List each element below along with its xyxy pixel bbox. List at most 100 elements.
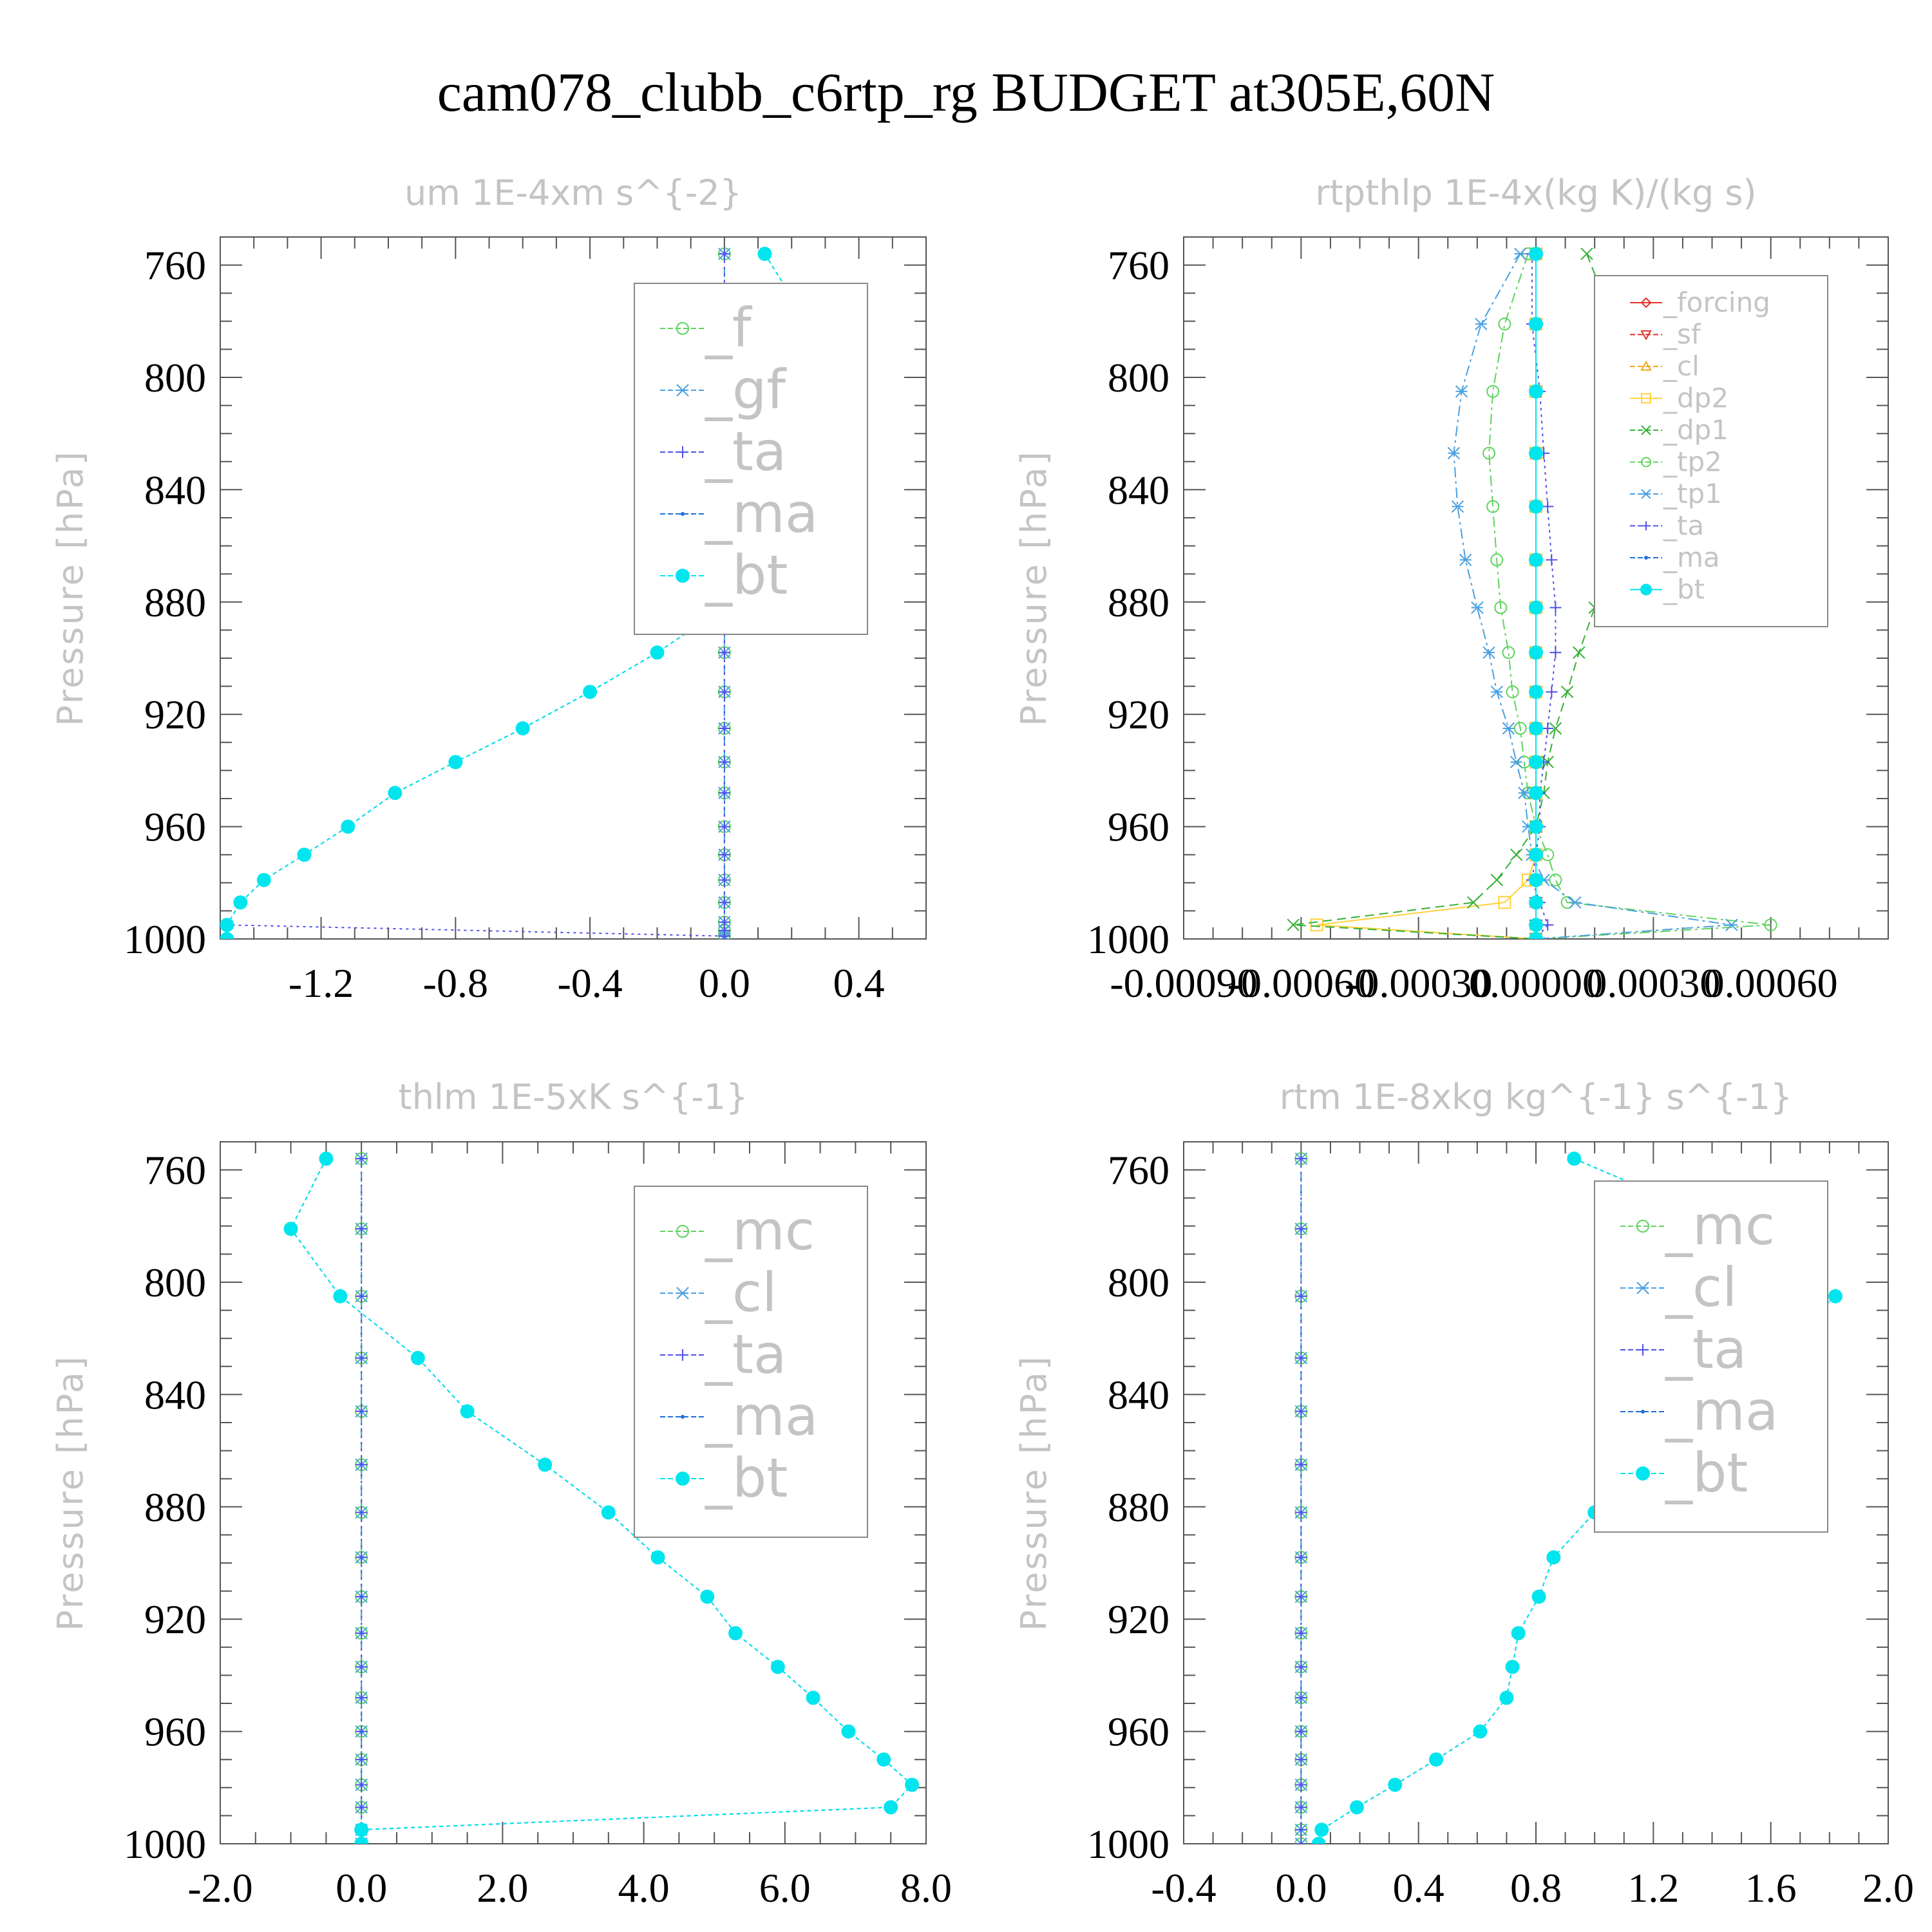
x-tick-label: 2.0	[1862, 1865, 1914, 1911]
y-tick-label: 960	[1108, 804, 1170, 850]
legend-entry: _mc	[1620, 1194, 1775, 1257]
y-tick-label: 760	[1108, 1148, 1170, 1193]
data-point	[1510, 755, 1523, 769]
legend-label: _dp1	[1663, 414, 1728, 446]
data-point	[1546, 554, 1558, 566]
data-point	[1546, 1550, 1561, 1565]
legend-entry: _ta	[660, 420, 786, 483]
panel-2: rtpthlp 1E-4x(kg K)/(kg s) Pressure [hPa]…	[1014, 173, 1889, 1006]
plot-frame	[220, 236, 927, 940]
series-line	[1318, 1158, 1837, 1844]
data-point	[1295, 1824, 1307, 1836]
series-line	[1488, 253, 1771, 939]
legend-marker	[1641, 425, 1651, 435]
legend-box	[634, 283, 868, 635]
legend-marker	[677, 446, 688, 458]
data-point	[1486, 384, 1500, 398]
legend-entry: _f	[660, 296, 753, 359]
legend-entry: _bt	[660, 1446, 788, 1510]
legend-label: _mc	[1665, 1194, 1775, 1257]
data-point	[1549, 647, 1562, 659]
data-point	[1447, 447, 1461, 460]
data-point	[1529, 317, 1543, 332]
data-point	[1511, 1626, 1526, 1640]
legend-entry: _bt	[660, 544, 788, 607]
legend-box	[634, 1186, 868, 1538]
data-point	[341, 819, 355, 834]
data-point	[355, 1801, 368, 1814]
y-axis-label: Pressure [hPa]	[50, 450, 91, 726]
panel-title: thlm 1E-5xK s^{-1}	[399, 1077, 748, 1117]
legend: _forcing_sf_cl_dp2_dp1_tp2_tp1_ta_ma_bt	[1594, 275, 1828, 627]
panel-3: thlm 1E-5xK s^{-1} Pressure [hPa] 760 800 84…	[50, 1077, 952, 1911]
data-point	[841, 1724, 856, 1739]
data-point	[718, 647, 730, 659]
data-point	[355, 1352, 368, 1364]
data-point	[1505, 1660, 1520, 1674]
legend-label: _tp1	[1663, 478, 1722, 509]
data-point	[297, 848, 312, 862]
data-point	[355, 1754, 368, 1766]
data-point	[905, 1777, 920, 1792]
data-point	[601, 1505, 616, 1520]
data-point	[256, 873, 271, 887]
data-point	[876, 1752, 891, 1767]
data-point	[1529, 600, 1543, 615]
data-point	[355, 1591, 368, 1603]
panel-title: um 1E-4xm s^{-2}	[404, 173, 742, 213]
data-point	[1490, 685, 1503, 699]
data-point	[1529, 932, 1543, 939]
data-point	[1529, 755, 1543, 770]
legend-label: _tp2	[1663, 446, 1722, 478]
data-point	[1482, 646, 1495, 659]
legend-label: _f	[705, 296, 753, 359]
x-tick-label: 8.0	[900, 1865, 952, 1911]
y-tick-label: 760	[1108, 243, 1170, 289]
y-tick-label: 800	[1108, 1260, 1170, 1305]
legend-entry: _mc	[660, 1199, 815, 1262]
data-point	[355, 1290, 368, 1302]
legend-entry: _ma	[1630, 542, 1720, 573]
data-point	[355, 1551, 368, 1564]
data-point	[1725, 918, 1738, 931]
legend-label: _bt	[1663, 574, 1705, 605]
data-point	[1573, 646, 1586, 659]
legend-entry: _cl	[1620, 1256, 1738, 1319]
y-tick-label: 960	[1108, 1709, 1170, 1755]
x-tick-label: 0.0	[336, 1865, 387, 1911]
data-point	[718, 933, 731, 939]
legend-marker	[1640, 583, 1652, 596]
legend-marker	[1642, 521, 1651, 531]
data-point	[354, 1837, 369, 1844]
y-tick-label: 920	[144, 1596, 206, 1642]
data-point	[1542, 919, 1554, 931]
x-tick-label: 4.0	[618, 1865, 670, 1911]
x-tick-label: 0.00060	[1704, 960, 1838, 1006]
y-tick-label: 840	[1108, 1372, 1170, 1417]
legend-label: _ta	[1663, 510, 1704, 542]
data-point	[355, 1725, 368, 1738]
legend-label: _ta	[1665, 1318, 1747, 1381]
y-tick-label: 880	[1108, 580, 1170, 625]
legend-entry: _cl	[1630, 350, 1700, 382]
legend-marker	[1641, 1410, 1645, 1414]
y-tick-label: 760	[144, 1148, 206, 1193]
legend-label: _cl	[1663, 350, 1700, 382]
data-point	[1529, 247, 1543, 261]
legend-marker	[1641, 393, 1651, 404]
data-point	[1295, 1551, 1307, 1564]
series-tp2	[1482, 247, 1777, 939]
data-point	[1531, 1589, 1546, 1604]
data-point	[283, 1222, 298, 1236]
data-point	[1310, 918, 1323, 932]
legend-label: _ma	[1663, 542, 1720, 573]
data-point	[1388, 1777, 1403, 1792]
data-point	[1518, 786, 1531, 799]
y-tick-label: 920	[1108, 1596, 1170, 1642]
data-point	[1529, 895, 1543, 910]
data-point	[355, 1223, 368, 1235]
data-point	[718, 787, 730, 799]
x-tick-label: 1.6	[1745, 1865, 1797, 1911]
data-point	[1486, 500, 1500, 513]
data-point	[718, 248, 730, 260]
